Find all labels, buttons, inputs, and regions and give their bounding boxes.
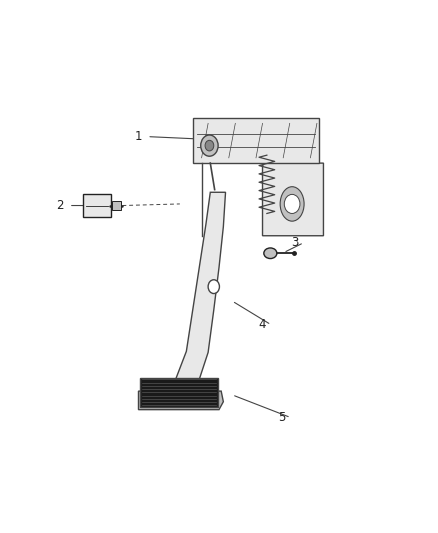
Text: 1: 1	[134, 130, 142, 143]
FancyBboxPatch shape	[112, 201, 120, 211]
Text: 2: 2	[56, 199, 64, 212]
Circle shape	[284, 195, 300, 214]
Polygon shape	[138, 391, 223, 410]
Text: 4: 4	[258, 318, 266, 332]
Text: 3: 3	[291, 236, 299, 249]
Text: 5: 5	[278, 411, 286, 424]
Polygon shape	[193, 118, 319, 163]
FancyBboxPatch shape	[83, 194, 111, 217]
Circle shape	[205, 140, 214, 151]
Circle shape	[201, 135, 218, 156]
Polygon shape	[262, 123, 323, 236]
Ellipse shape	[264, 248, 277, 259]
Circle shape	[208, 280, 219, 294]
Polygon shape	[162, 192, 226, 402]
Polygon shape	[140, 378, 218, 407]
Ellipse shape	[280, 187, 304, 221]
